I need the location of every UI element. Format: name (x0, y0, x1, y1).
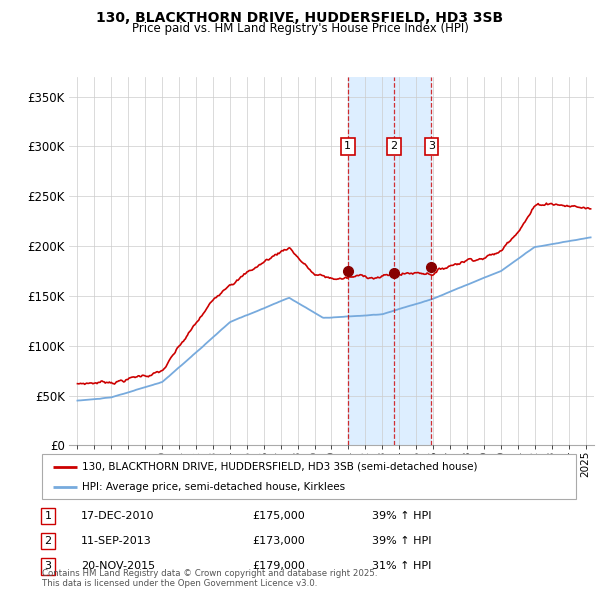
Text: 1: 1 (44, 511, 52, 520)
Text: £175,000: £175,000 (252, 511, 305, 520)
Text: 39% ↑ HPI: 39% ↑ HPI (372, 511, 431, 520)
FancyBboxPatch shape (42, 454, 576, 499)
Text: 17-DEC-2010: 17-DEC-2010 (81, 511, 155, 520)
Text: £173,000: £173,000 (252, 536, 305, 546)
Text: Price paid vs. HM Land Registry's House Price Index (HPI): Price paid vs. HM Land Registry's House … (131, 22, 469, 35)
Text: Contains HM Land Registry data © Crown copyright and database right 2025.
This d: Contains HM Land Registry data © Crown c… (42, 569, 377, 588)
Text: 20-NOV-2015: 20-NOV-2015 (81, 562, 155, 571)
Text: 31% ↑ HPI: 31% ↑ HPI (372, 562, 431, 571)
Text: 130, BLACKTHORN DRIVE, HUDDERSFIELD, HD3 3SB (semi-detached house): 130, BLACKTHORN DRIVE, HUDDERSFIELD, HD3… (82, 462, 478, 471)
Text: 11-SEP-2013: 11-SEP-2013 (81, 536, 152, 546)
Text: 3: 3 (428, 142, 435, 152)
Text: 3: 3 (44, 562, 52, 571)
Text: HPI: Average price, semi-detached house, Kirklees: HPI: Average price, semi-detached house,… (82, 483, 345, 493)
Text: 1: 1 (344, 142, 351, 152)
Bar (348, 77, 431, 445)
Text: 130, BLACKTHORN DRIVE, HUDDERSFIELD, HD3 3SB: 130, BLACKTHORN DRIVE, HUDDERSFIELD, HD3… (97, 11, 503, 25)
Text: 39% ↑ HPI: 39% ↑ HPI (372, 536, 431, 546)
Text: £179,000: £179,000 (252, 562, 305, 571)
Text: 2: 2 (44, 536, 52, 546)
Text: 2: 2 (391, 142, 398, 152)
